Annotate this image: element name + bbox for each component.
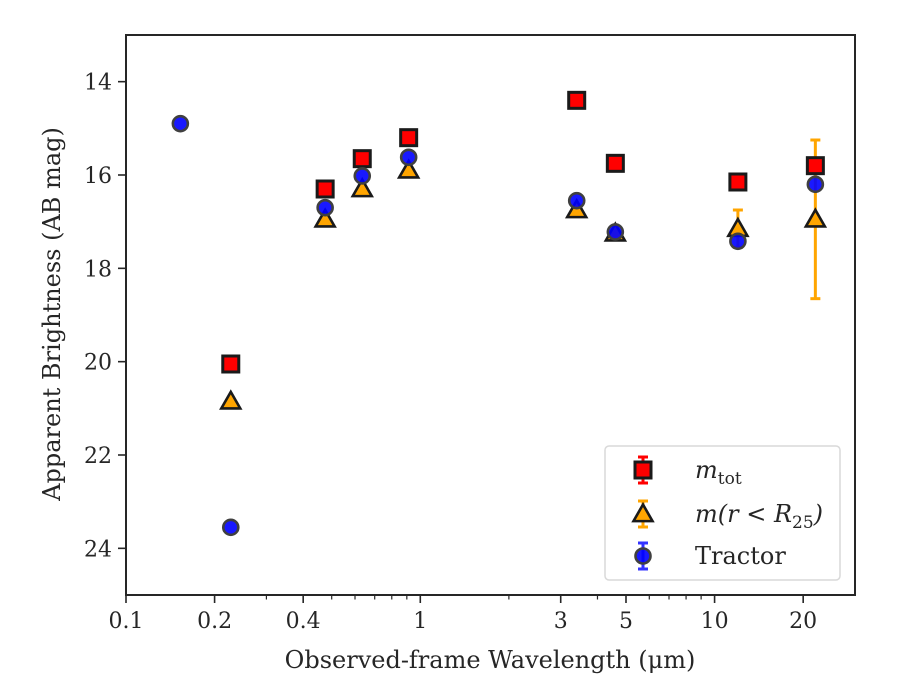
data-point-triangle [350,176,374,198]
legend-label: mtot [695,456,742,489]
series-square [221,90,825,374]
legend-box [604,445,841,581]
legend-entry: Tractor [634,541,786,571]
x-tick-label: 5 [619,609,633,634]
series-circle [171,114,825,537]
x-tick-label: 1 [413,609,427,634]
data-point-circle [316,198,334,217]
data-point-triangle [313,207,337,228]
y-tick-label: 22 [84,444,112,469]
data-point-square [805,156,825,176]
data-point-circle [729,232,747,251]
x-tick-label: 3 [554,609,568,634]
data-point-square [315,179,335,199]
data-point-circle [399,148,418,167]
ticks-layer: 0.1 0.2 0.4 1 3 5 10 20 14 16 18 20 22 24 [84,71,817,634]
data-point-circle [567,191,586,210]
data-point-triangle [219,389,243,410]
legend-marker-square [633,460,653,480]
data-point-circle [221,518,240,537]
y-axis-label: Apparent Brightness (AB mag) [38,127,66,502]
data-point-square [352,149,372,169]
y-tick-label: 16 [84,164,112,189]
data-point-square [728,172,748,192]
marks-layer [171,90,828,537]
x-tick-label: 20 [789,609,817,634]
legend-entry: mtot [633,455,742,489]
data-point-square [221,354,241,374]
y-tick-label: 18 [84,257,112,282]
y-tick-label: 24 [84,537,112,562]
data-point-circle [171,114,190,133]
data-point-triangle [803,207,828,228]
y-tick-label: 14 [84,71,112,96]
legend: mtot m(r < R25) Tractor [604,445,841,581]
plot-layer [125,34,856,596]
data-point-circle [606,223,625,241]
x-tick-label: 0.1 [109,609,144,634]
x-axis-label: Observed-frame Wavelength (μm) [285,646,696,674]
data-point-triangle [396,158,421,179]
data-point-circle [353,167,372,185]
data-point-square [605,153,625,173]
legend-marker-circle [634,547,652,565]
x-tick-label: 10 [701,609,729,634]
legend-label: m(r < R25) [695,500,823,533]
data-point-circle [806,175,825,194]
data-point-square [567,90,587,110]
plot-frame [125,34,856,596]
legend-marker-triangle [631,501,655,523]
x-tick-label: 0.2 [197,609,232,634]
data-point-square [399,128,419,148]
x-tick-label: 0.4 [286,609,321,634]
legend-label: Tractor [695,542,786,570]
y-tick-label: 20 [84,351,112,376]
legend-entry: m(r < R25) [631,499,823,533]
